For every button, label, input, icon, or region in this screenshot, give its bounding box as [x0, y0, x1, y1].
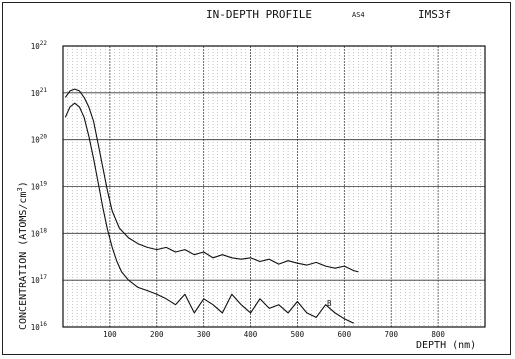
y-tick-exponent: 22 [40, 40, 48, 47]
x-tick-label: 800 [431, 330, 445, 339]
y-axis-label-exponent: 3 [16, 187, 24, 191]
y-tick-exponent: 18 [40, 227, 48, 234]
y-tick-label: 1018 [31, 227, 48, 238]
x-tick-label: 400 [244, 330, 258, 339]
y-tick-label: 1021 [31, 87, 48, 98]
y-tick-labels: 1016 1017 1018 1019 1020 1021 1022 [31, 40, 48, 332]
chart-title: IN-DEPTH PROFILE [206, 8, 312, 21]
x-axis-label: DEPTH (nm) [416, 340, 476, 351]
grid [63, 46, 485, 327]
x-tick-label: 500 [291, 330, 305, 339]
y-tick-label: 1016 [31, 321, 48, 332]
series-line-1 [64, 88, 359, 273]
x-tick-labels: 100 200 300 400 500 600 700 800 [103, 330, 445, 339]
series-layer [64, 88, 359, 324]
y-tick-exponent: 21 [40, 87, 48, 94]
y-tick-exponent: 19 [40, 181, 48, 188]
y-axis-label-close: ) [18, 181, 29, 187]
y-tick-label: 1019 [31, 181, 48, 192]
x-tick-label: 600 [338, 330, 352, 339]
y-tick-label: 1020 [31, 134, 48, 145]
plot-area [62, 45, 486, 328]
sample-label: AS4 [352, 11, 365, 19]
y-tick-exponent: 16 [40, 321, 48, 328]
x-tick-label: 100 [103, 330, 117, 339]
y-tick-exponent: 20 [40, 134, 48, 141]
curve-label-b: B [327, 299, 332, 308]
y-tick-label: 1017 [31, 274, 48, 285]
y-tick-exponent: 17 [40, 274, 48, 281]
chart-frame [2, 2, 511, 355]
y-axis-label: CONCENTRATION (ATOMS/cm3) [16, 181, 29, 330]
series-line-2 [64, 102, 354, 324]
instrument-label: IMS3f [418, 8, 452, 21]
x-tick-label: 200 [150, 330, 164, 339]
y-tick-label: 1022 [31, 40, 48, 51]
x-tick-label: 700 [384, 330, 398, 339]
x-tick-label: 300 [197, 330, 211, 339]
